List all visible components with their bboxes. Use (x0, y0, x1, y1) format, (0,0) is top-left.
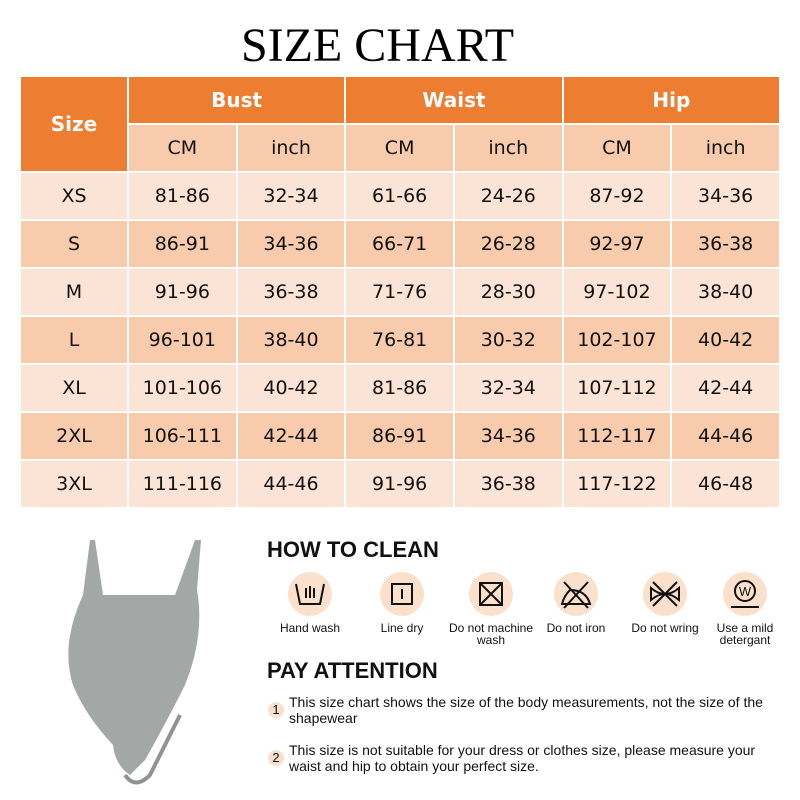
table-cell: 34-36 (235, 219, 347, 269)
table-cell: 86-91 (127, 219, 238, 269)
hand-wash-icon (288, 572, 332, 616)
table-cell: 24-26 (452, 171, 564, 221)
note-1: 1 This size chart shows the size of the b… (268, 694, 768, 726)
table-cell: 102-107 (561, 315, 673, 365)
header-waist: Waist (344, 75, 564, 125)
care-item: Do not wring (620, 572, 710, 634)
table-cell: 32-34 (452, 363, 564, 413)
table-cell: 40-42 (235, 363, 347, 413)
table-cell: 46-48 (670, 459, 781, 509)
unit-header: CM (344, 123, 455, 173)
unit-header: CM (127, 123, 238, 173)
table-cell: 81-86 (127, 171, 238, 221)
size-cell: M (19, 267, 129, 317)
size-cell: XS (19, 171, 129, 221)
pay-attention-heading: PAY ATTENTION (267, 658, 438, 683)
table-cell: 44-46 (670, 411, 781, 461)
unit-header: inch (452, 123, 564, 173)
table-cell: 71-76 (344, 267, 455, 317)
table-cell: 44-46 (235, 459, 347, 509)
care-label: Do not machine wash (448, 621, 534, 647)
table-cell: 36-38 (452, 459, 564, 509)
how-to-clean-heading: HOW TO CLEAN (267, 537, 439, 562)
table-row: M 91-96 36-38 71-76 28-30 97-102 38-40 (19, 267, 781, 317)
table-cell: 106-111 (127, 411, 238, 461)
table-cell: 87-92 (561, 171, 673, 221)
table-cell: 101-106 (127, 363, 238, 413)
size-cell: L (19, 315, 129, 365)
table-cell: 96-101 (127, 315, 238, 365)
note-text: This size chart shows the size of the bo… (289, 694, 763, 726)
svg-text:W: W (739, 584, 752, 599)
care-label: Use a mild detergant (716, 621, 774, 647)
no-machine-wash-icon (469, 572, 513, 616)
care-label: Hand wash (279, 621, 341, 635)
table-cell: 76-81 (344, 315, 455, 365)
table-cell: 112-117 (561, 411, 673, 461)
header-hip: Hip (561, 75, 782, 125)
table-cell: 111-116 (127, 459, 238, 509)
size-cell: XL (19, 363, 129, 413)
table-cell: 34-36 (670, 171, 781, 221)
care-label: Line dry (380, 621, 424, 635)
unit-header: inch (670, 123, 781, 173)
note-number: 1 (268, 702, 284, 718)
care-label: Do not wring (631, 621, 699, 635)
table-cell: 117-122 (561, 459, 673, 509)
note-text: This size is not suitable for your dress… (289, 742, 756, 774)
table-cell: 28-30 (452, 267, 564, 317)
table-cell: 34-36 (452, 411, 564, 461)
page-title: SIZE CHART (240, 19, 515, 72)
table-cell: 81-86 (344, 363, 455, 413)
care-label: Do not iron (546, 621, 606, 635)
size-cell: S (19, 219, 129, 269)
table-cell: 86-91 (344, 411, 455, 461)
table-cell: 38-40 (235, 315, 347, 365)
care-item: Line dry (357, 572, 447, 634)
table-cell: 36-38 (235, 267, 347, 317)
unit-header: CM (561, 123, 673, 173)
header-size: Size (19, 75, 129, 173)
table-cell: 91-96 (344, 459, 455, 509)
care-item: Hand wash (265, 572, 355, 634)
table-row: 2XL 106-111 42-44 86-91 34-36 112-117 44-46 (19, 411, 781, 461)
table-cell: 42-44 (235, 411, 347, 461)
table-row: L 96-101 38-40 76-81 30-32 102-107 40-42 (19, 315, 781, 365)
table-row: XS 81-86 32-34 61-66 24-26 87-92 34-36 (19, 171, 781, 221)
table-row: XL 101-106 40-42 81-86 32-34 107-112 42-44 (19, 363, 781, 413)
line-dry-icon (380, 572, 424, 616)
unit-header: inch (235, 123, 347, 173)
size-cell: 3XL (19, 459, 129, 509)
care-item: Do not iron (531, 572, 621, 634)
table-cell: 97-102 (561, 267, 673, 317)
table-cell: 40-42 (670, 315, 781, 365)
table-row: S 86-91 34-36 66-71 26-28 92-97 36-38 (19, 219, 781, 269)
bodysuit-image (68, 540, 201, 785)
care-item: W Use a mild detergant (700, 572, 790, 646)
table-cell: 36-38 (670, 219, 781, 269)
table-row: 3XL 111-116 44-46 91-96 36-38 117-122 46-48 (19, 459, 781, 509)
table-cell: 26-28 (452, 219, 564, 269)
table-cell: 92-97 (561, 219, 673, 269)
care-item: Do not machine wash (446, 572, 536, 646)
no-wring-icon (643, 572, 687, 616)
mild-detergent-icon: W (723, 572, 767, 616)
note-number: 2 (268, 750, 284, 766)
table-cell: 91-96 (127, 267, 238, 317)
size-table: Size Bust Waist Hip CM inch CM inch CM inch X… (19, 75, 782, 509)
table-cell: 30-32 (452, 315, 564, 365)
no-iron-icon (554, 572, 598, 616)
table-cell: 107-112 (561, 363, 673, 413)
table-cell: 61-66 (344, 171, 455, 221)
size-cell: 2XL (19, 411, 129, 461)
table-cell: 32-34 (235, 171, 347, 221)
header-bust: Bust (126, 75, 347, 125)
note-2: 2 This size is not suitable for your dres… (268, 742, 768, 774)
table-cell: 42-44 (670, 363, 781, 413)
table-cell: 38-40 (670, 267, 781, 317)
table-cell: 66-71 (344, 219, 455, 269)
